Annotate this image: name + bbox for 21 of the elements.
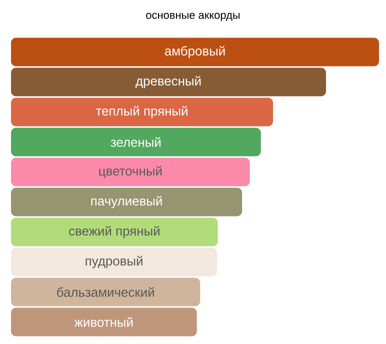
bar	[11, 308, 197, 336]
bar	[11, 158, 250, 186]
y-tick-label: бальзамический	[57, 287, 154, 297]
y-tick-label: зеленый	[110, 137, 161, 147]
y-tick-label: амбровый	[164, 46, 225, 58]
y-tick-label: теплый пряный	[96, 106, 188, 118]
bar	[11, 98, 274, 126]
bar	[11, 68, 326, 96]
chart-title: основные аккорды	[146, 12, 240, 22]
y-tick-label: древесный	[136, 76, 201, 88]
bar	[11, 188, 242, 216]
y-tick-label: пудровый	[86, 256, 142, 268]
y-tick-label: цветочный	[99, 166, 162, 178]
y-tick-label: свежий пряный	[69, 226, 160, 238]
bar	[11, 38, 380, 66]
bar	[11, 128, 261, 156]
bar	[11, 278, 200, 306]
bar	[11, 218, 218, 246]
bar	[11, 248, 218, 276]
y-tick-label: пачулиевый	[91, 196, 162, 208]
y-tick-label: животный	[74, 317, 133, 327]
